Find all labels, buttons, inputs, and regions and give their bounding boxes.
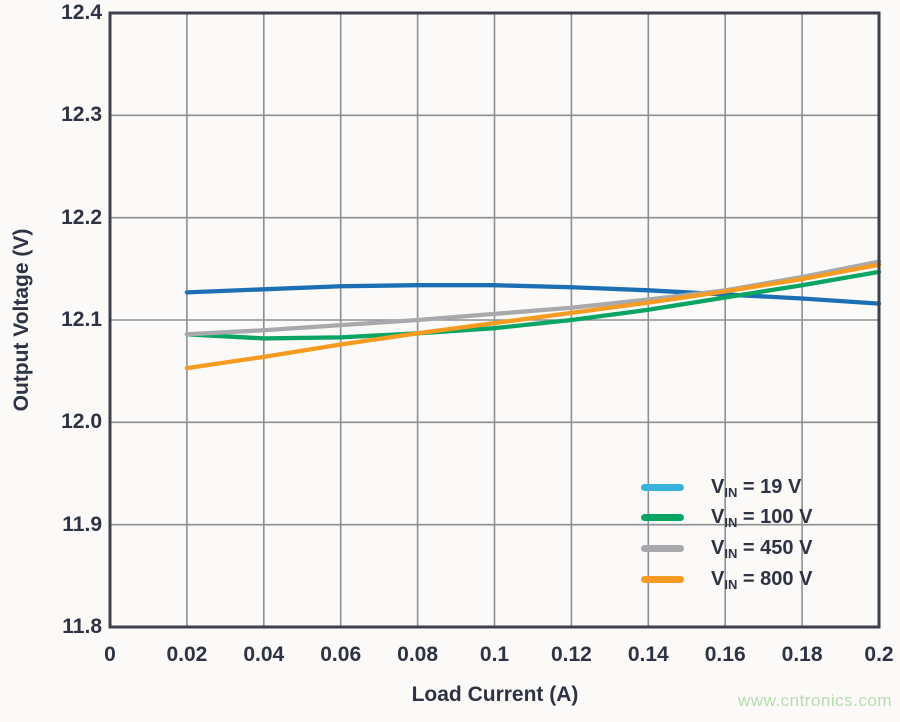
legend-item-vin-19: VIN = 19 V bbox=[641, 474, 801, 500]
legend-swatch-icon bbox=[641, 544, 684, 552]
x-tick-label: 0.16 bbox=[704, 643, 746, 666]
legend-label: VIN = 19 V bbox=[711, 475, 802, 500]
legend-label: VIN = 450 V bbox=[711, 536, 813, 561]
y-tick-label: 12.2 bbox=[61, 205, 102, 229]
x-tick-label: 0.18 bbox=[781, 643, 823, 666]
x-tick-label: 0.08 bbox=[397, 643, 439, 666]
series-line-19v bbox=[184, 283, 882, 306]
x-tick-label: 0.2 bbox=[864, 643, 894, 666]
y-tick-label: 12.4 bbox=[61, 1, 102, 24]
plot-border bbox=[108, 11, 881, 629]
y-tick-label: 11.9 bbox=[62, 512, 102, 536]
y-tick-label: 12.3 bbox=[61, 103, 102, 127]
legend-label: VIN = 800 V bbox=[711, 567, 813, 592]
x-tick-label: 0.12 bbox=[550, 643, 592, 666]
y-axis-title-text: Output Voltage (V) bbox=[10, 228, 33, 412]
y-tick-label: 12.1 bbox=[61, 308, 102, 331]
series-line-100v bbox=[184, 269, 882, 341]
legend-item-vin-800: VIN = 800 V bbox=[641, 566, 812, 592]
x-tick-label: 0.06 bbox=[320, 643, 362, 666]
x-tick-label: 0 bbox=[104, 643, 116, 666]
legend-swatch-icon bbox=[641, 575, 684, 583]
watermark-text: www.cntronics.com bbox=[738, 691, 892, 710]
x-tick-label: 0.02 bbox=[166, 643, 208, 666]
y-tick-label: 11.8 bbox=[62, 615, 102, 638]
legend-swatch-icon bbox=[641, 514, 684, 522]
legend-item-vin-450: VIN = 450 V bbox=[641, 535, 812, 561]
x-tick-label: 0.1 bbox=[479, 643, 510, 666]
series-line-800v bbox=[184, 262, 882, 371]
legend-swatch-icon bbox=[641, 483, 684, 491]
x-axis-title: Load Current (A) bbox=[411, 683, 579, 706]
y-tick-label: 12.0 bbox=[61, 410, 102, 434]
legend-label: VIN = 100 V bbox=[711, 506, 813, 531]
x-tick-label: 0.04 bbox=[243, 643, 285, 666]
legend-item-vin-100: VIN = 100 V bbox=[641, 505, 812, 531]
x-tick-label: 0.14 bbox=[627, 643, 669, 666]
